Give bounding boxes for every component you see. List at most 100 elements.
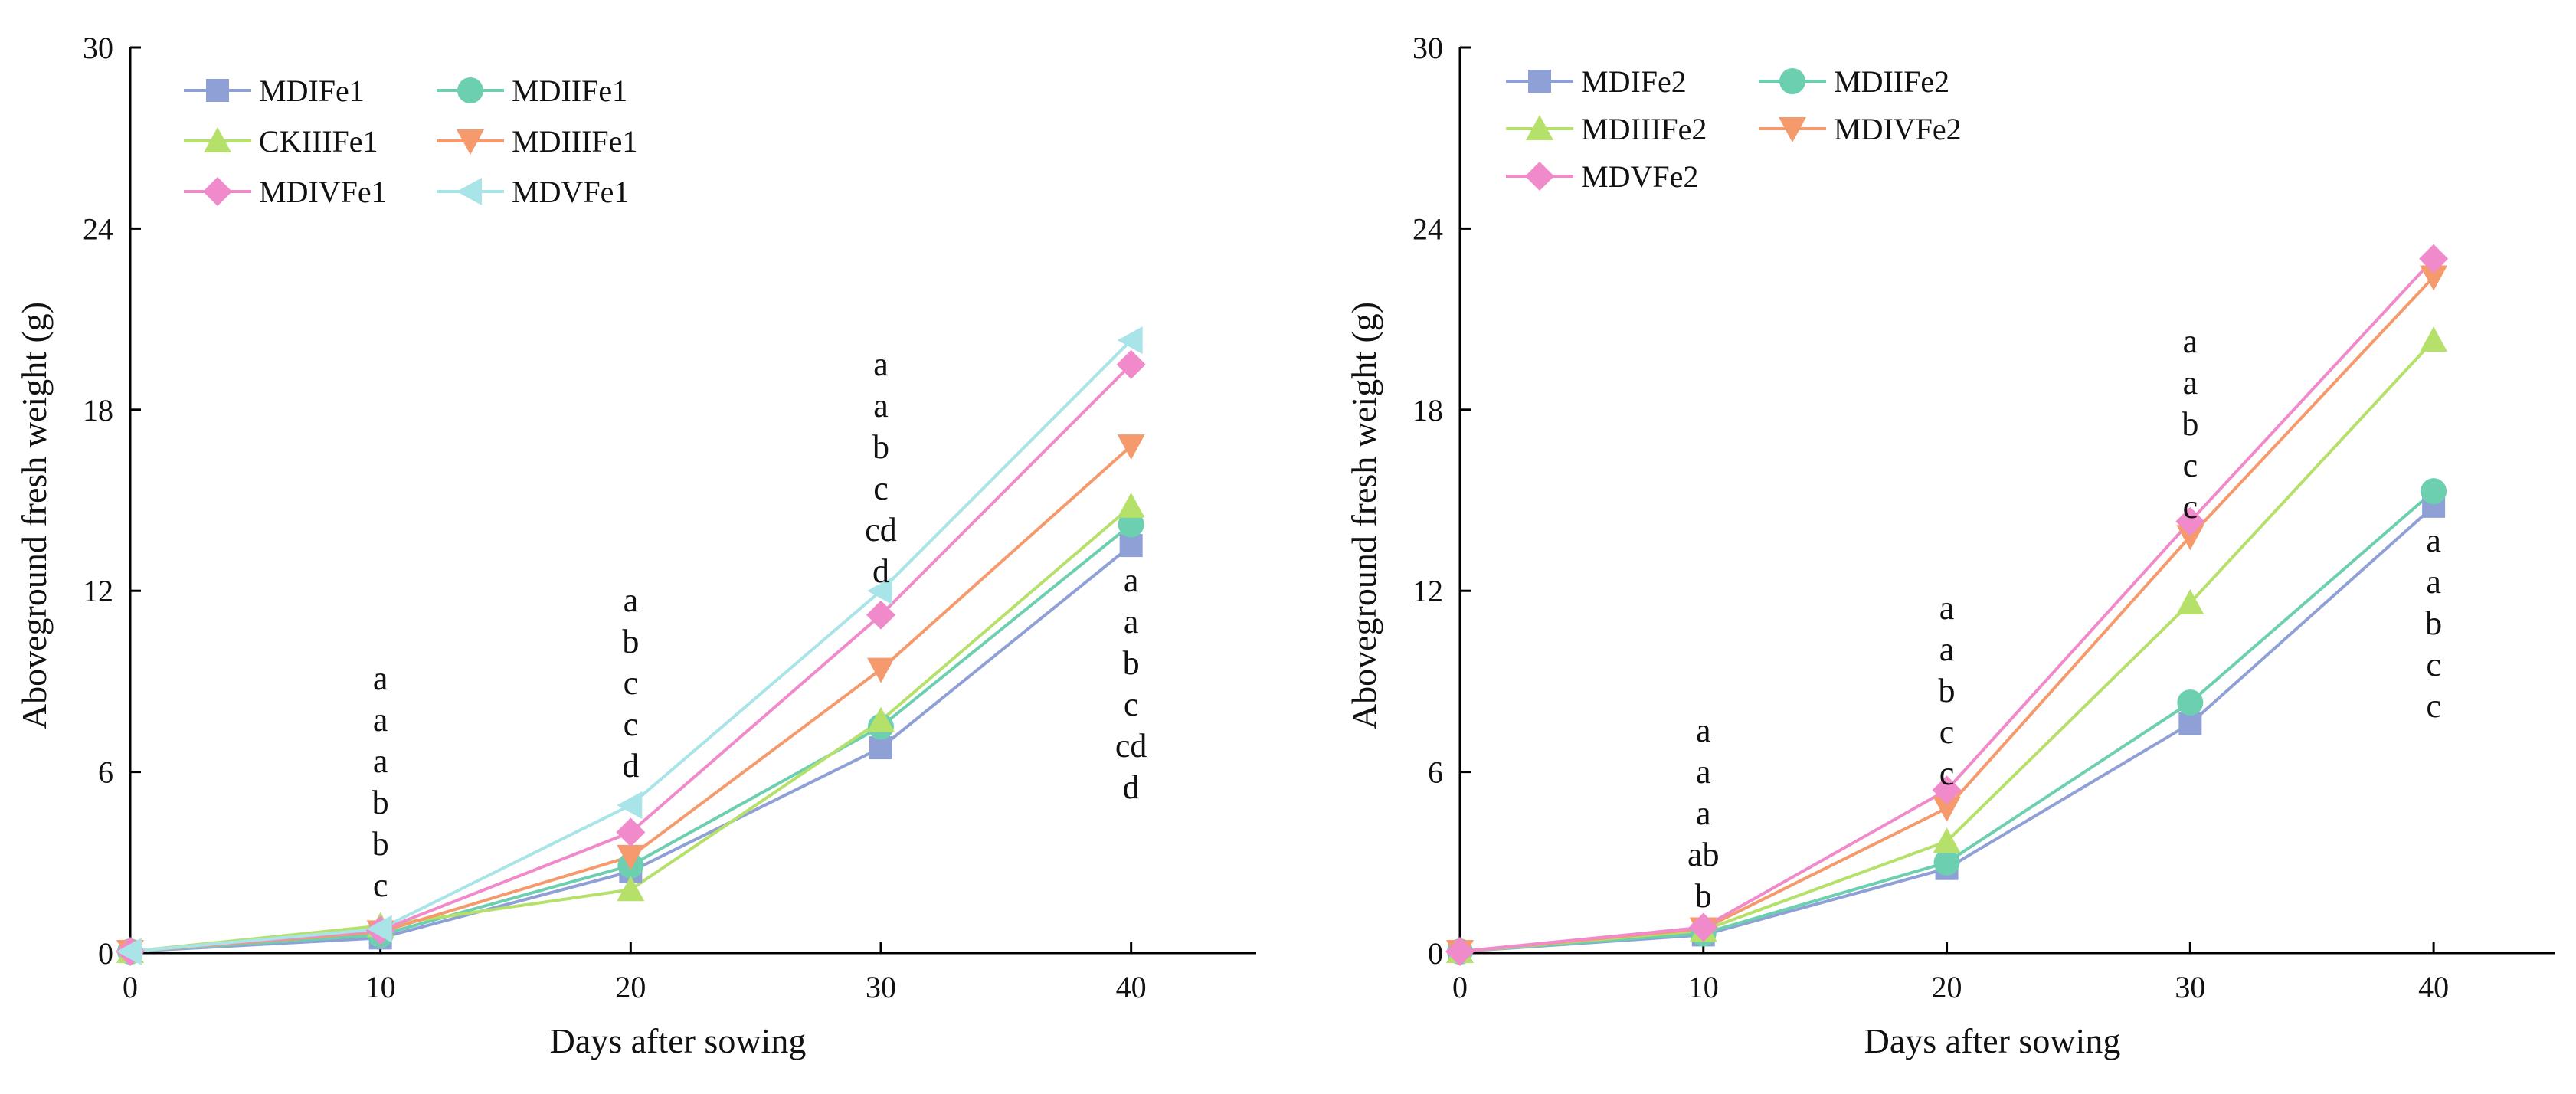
- legend-label: MDVFe1: [512, 175, 629, 209]
- y-tick-label: 12: [1412, 574, 1443, 608]
- legend-marker: [204, 127, 231, 152]
- significance-letter: a: [1696, 712, 1711, 749]
- significance-letter: c: [2183, 447, 2198, 484]
- left-chart: 0 6 12 18 24 30 0 10 20 30 40 Days after sowing Abov…: [15, 31, 1256, 1060]
- y-tick-label: 18: [83, 393, 113, 427]
- significance-letter: a: [873, 346, 889, 383]
- significance-letter: a: [1939, 631, 1955, 668]
- data-point-MDIIIFe1: [617, 844, 645, 870]
- significance-letter: b: [1123, 644, 1140, 682]
- y-tick-label: 0: [1428, 936, 1443, 971]
- data-point-MDIIIFe2: [1933, 827, 1961, 853]
- legend-item: MDIVFe2: [1759, 112, 1962, 146]
- legend-label: MDIVFe2: [1834, 112, 1962, 146]
- significance-letter: a: [2183, 364, 2198, 401]
- significance-letter: a: [873, 387, 889, 424]
- legend-marker: [1528, 70, 1551, 93]
- significance-letter: a: [1124, 562, 1139, 599]
- x-tick-label: 0: [123, 970, 138, 1004]
- y-tick-label: 12: [83, 574, 113, 608]
- x-tick-label: 10: [365, 970, 396, 1004]
- significance-letter: a: [2426, 563, 2441, 601]
- legend-marker: [203, 177, 232, 206]
- data-point-MDVFe2: [1688, 912, 1718, 942]
- data-point-MDIVFe1: [616, 817, 646, 847]
- y-tick-label: 24: [1412, 211, 1443, 246]
- significance-letter: b: [2182, 405, 2198, 443]
- y-axis-title: Aboveground fresh weight (g): [15, 302, 54, 729]
- legend-item: MDVFe1: [437, 175, 629, 209]
- data-point-MDIIIFe1: [867, 657, 895, 683]
- legend-label: MDVFe2: [1581, 159, 1698, 194]
- data-point-MDVFe1: [1117, 326, 1143, 355]
- significance-letter: a: [373, 701, 388, 739]
- legend-label: MDIFe2: [1581, 64, 1687, 99]
- data-point-MDIIFe2: [2177, 689, 2204, 716]
- data-point-MDVFe1: [617, 791, 643, 819]
- data-point-MDVFe1: [116, 938, 142, 966]
- legend-item: CKIIIFe1: [184, 124, 378, 159]
- data-point-MDIVFe2: [2420, 265, 2448, 291]
- x-tick-label: 40: [2418, 970, 2449, 1004]
- data-point-MDIVFe2: [1933, 796, 1961, 822]
- significance-letter: c: [873, 470, 889, 507]
- x-axis-title: Days after sowing: [550, 1021, 807, 1060]
- legend-item: MDIFe2: [1506, 64, 1687, 99]
- significance-letter: a: [373, 660, 388, 697]
- significance-letter: c: [624, 664, 639, 702]
- legend-marker: [457, 178, 482, 205]
- legend-item: MDIIFe1: [437, 74, 627, 108]
- x-tick-label: 20: [1932, 970, 1962, 1004]
- significance-letter: c: [2183, 488, 2198, 526]
- data-point-CKIIIFe1: [1117, 492, 1145, 518]
- legend-item: MDIIFe2: [1759, 64, 1949, 99]
- y-tick-label: 6: [98, 755, 113, 790]
- y-tick-label: 30: [83, 31, 113, 65]
- legend-label: CKIIIFe1: [259, 124, 378, 159]
- y-tick-label: 18: [1412, 393, 1443, 427]
- data-point-MDIIIFe2: [2176, 588, 2204, 614]
- significance-letter: a: [1124, 603, 1139, 640]
- data-point-MDIFe1: [869, 736, 892, 760]
- significance-letter: b: [872, 428, 889, 466]
- significance-letter: a: [2183, 323, 2198, 360]
- significance-letter: a: [624, 581, 639, 619]
- legend-marker: [457, 77, 483, 103]
- significance-letter: d: [1123, 768, 1140, 806]
- x-tick-label: 30: [866, 970, 896, 1004]
- data-point-MDVFe2: [1445, 937, 1475, 967]
- data-point-MDIIIFe1: [1117, 434, 1145, 460]
- data-point-MDIVFe2: [2176, 525, 2204, 551]
- legend-item: MDIIIFe1: [437, 124, 637, 159]
- x-axis-title: Days after sowing: [1864, 1021, 2121, 1060]
- data-point-CKIIIFe1: [867, 706, 895, 732]
- data-point-MDIFe1: [1119, 534, 1143, 558]
- significance-letter: c: [1124, 686, 1139, 723]
- significance-letter: a: [2426, 522, 2441, 559]
- significance-letter: b: [2425, 604, 2442, 642]
- significance-letter: b: [372, 825, 389, 863]
- legend-marker: [1779, 68, 1805, 94]
- data-point-MDIIFe1: [1118, 511, 1144, 538]
- data-point-MDVFe2: [2419, 244, 2449, 274]
- significance-letter: cd: [865, 511, 897, 549]
- legend-marker: [1525, 162, 1554, 191]
- x-tick-label: 0: [1452, 970, 1468, 1004]
- right-chart: 0 6 12 18 24 30 0 10 20 30 40 Days after sowing Abov…: [1344, 31, 2555, 1060]
- y-tick-label: 30: [1412, 31, 1443, 65]
- significance-letter: a: [1939, 589, 1955, 627]
- x-tick-label: 10: [1688, 970, 1719, 1004]
- data-point-CKIIIFe1: [617, 876, 645, 902]
- data-point-MDIIIFe2: [2420, 326, 2448, 352]
- significance-letter: c: [2426, 646, 2441, 683]
- legend-marker: [457, 129, 484, 155]
- y-tick-label: 6: [1428, 755, 1443, 790]
- significance-letter: b: [622, 623, 639, 660]
- significance-letter: d: [622, 747, 639, 784]
- x-tick-label: 30: [2175, 970, 2205, 1004]
- y-tick-label: 24: [83, 211, 113, 246]
- significance-letter: b: [372, 784, 389, 821]
- x-tick-label: 40: [1116, 970, 1147, 1004]
- legend-label: MDIIIFe1: [512, 124, 637, 159]
- data-point-MDIIFe2: [1933, 849, 1960, 876]
